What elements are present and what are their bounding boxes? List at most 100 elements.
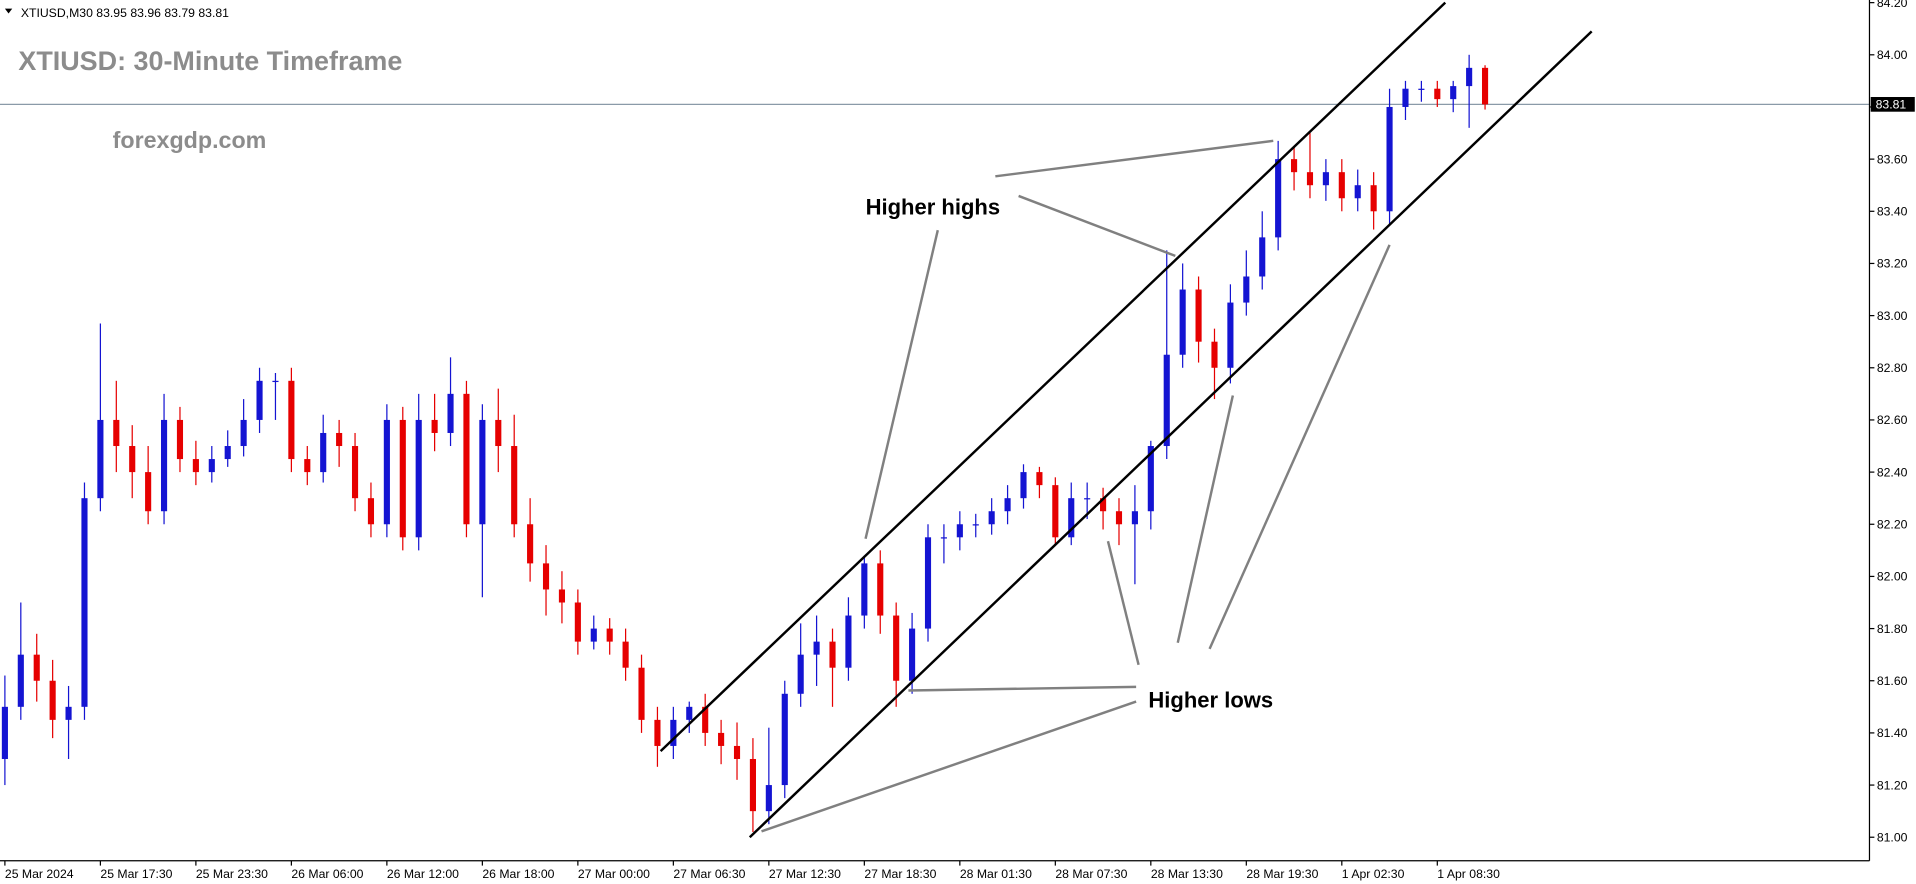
last-low: 83.79 [164, 6, 195, 20]
y-tick-label: 84.20 [1877, 0, 1908, 10]
candle-body [1418, 88, 1425, 90]
candle-body [1306, 172, 1314, 186]
candle-body [733, 745, 741, 759]
annotation: Higher lows [1148, 688, 1273, 713]
pointer [908, 685, 1137, 692]
candle-body [590, 628, 597, 642]
candle-body [1147, 446, 1154, 512]
candle-body [1131, 511, 1138, 525]
x-tick-label: 28 Mar 19:30 [1246, 867, 1318, 881]
trendline [659, 1, 1447, 753]
y-tick-label: 82.60 [1877, 413, 1908, 427]
candle-body [463, 393, 470, 525]
x-tick-label: 27 Mar 06:30 [673, 867, 745, 881]
current-price-box [1870, 97, 1915, 112]
candle-body [940, 537, 947, 539]
candle-body [988, 511, 995, 525]
y-tick-label: 82.20 [1877, 518, 1908, 532]
candle-body [288, 380, 295, 460]
y-tick-label: 82.40 [1877, 465, 1908, 479]
x-tick-label: 26 Mar 06:00 [291, 867, 363, 881]
candle-body [240, 419, 247, 447]
y-tick-label: 81.00 [1877, 831, 1908, 845]
last-close: 83.81 [198, 6, 229, 20]
candle-body [17, 654, 24, 707]
candle-body [1275, 159, 1282, 238]
candle-body [431, 419, 438, 433]
pointer [1106, 540, 1140, 666]
candle-body [797, 654, 804, 694]
current-price-label: 83.81 [1876, 98, 1907, 112]
y-tick-label: 83.60 [1877, 152, 1908, 166]
candle-body [1338, 172, 1345, 199]
candle-body [765, 785, 772, 812]
candle-body [606, 628, 613, 642]
chart-title: XTIUSD: 30-Minute Timeframe [18, 46, 402, 76]
candle-body [224, 446, 231, 460]
trendline [748, 30, 1593, 839]
candle-body [909, 628, 916, 681]
candle-body [1163, 354, 1170, 447]
candle-body [749, 758, 756, 812]
plot-area [0, 1, 1870, 839]
candle-body [686, 706, 693, 720]
candle-body [1243, 276, 1250, 303]
candle-body [415, 419, 422, 538]
y-tick-label: 81.80 [1877, 622, 1908, 636]
candle-body [622, 641, 629, 668]
candle-body [1259, 237, 1266, 277]
annotation-pointers [761, 139, 1391, 833]
x-tick-label: 1 Apr 02:30 [1342, 867, 1405, 881]
candle-body [558, 589, 566, 603]
candle-body [1211, 341, 1218, 368]
y-tick-label: 84.00 [1877, 48, 1908, 62]
candle-body [1450, 86, 1457, 100]
y-tick-label: 83.00 [1877, 309, 1908, 323]
candle-body [718, 732, 725, 746]
candle-body [1036, 472, 1043, 486]
candle-body [1227, 302, 1234, 368]
chart-header: XTIUSD,M30 83.95 83.96 83.79 83.81 [21, 6, 229, 20]
candle-body [160, 419, 168, 512]
candle-body [1, 706, 8, 759]
candle-body [670, 719, 677, 746]
candle-body [1354, 185, 1361, 199]
candle-body [1068, 498, 1075, 538]
candle-body [1115, 511, 1123, 525]
candle-body [256, 380, 263, 420]
candle-body [511, 446, 518, 525]
candle-body [956, 524, 963, 538]
x-tick-label: 28 Mar 01:30 [960, 867, 1032, 881]
candle-body [924, 537, 932, 629]
symbol: XTIUSD,M30 [21, 6, 93, 20]
candle-body [49, 680, 56, 720]
candle-body [304, 459, 311, 473]
menu-arrow [4, 8, 13, 14]
pointer [1176, 395, 1235, 644]
candle-body [972, 524, 979, 526]
candle-body [65, 706, 72, 720]
y-tick-label: 81.20 [1877, 778, 1908, 792]
x-tick-label: 27 Mar 00:00 [578, 867, 650, 881]
y-tick-label: 81.40 [1877, 726, 1908, 740]
pointer [995, 139, 1274, 178]
candle-body [479, 419, 486, 525]
y-tick-label: 82.00 [1877, 570, 1908, 584]
candle-body [1020, 472, 1027, 499]
candle-body [1052, 485, 1059, 538]
candle-body [320, 432, 327, 473]
x-tick-label: 25 Mar 2024 [5, 867, 74, 881]
x-tick-label: 27 Mar 18:30 [864, 867, 936, 881]
candle-body [638, 667, 645, 720]
y-tick-label: 81.60 [1877, 674, 1908, 688]
pointer [761, 700, 1137, 833]
candle-body [813, 641, 820, 655]
candle-body [1179, 289, 1186, 355]
x-tick-label: 26 Mar 18:00 [482, 867, 554, 881]
candle-body [208, 459, 215, 473]
candle-body [383, 419, 390, 525]
candle-body [1004, 498, 1011, 512]
